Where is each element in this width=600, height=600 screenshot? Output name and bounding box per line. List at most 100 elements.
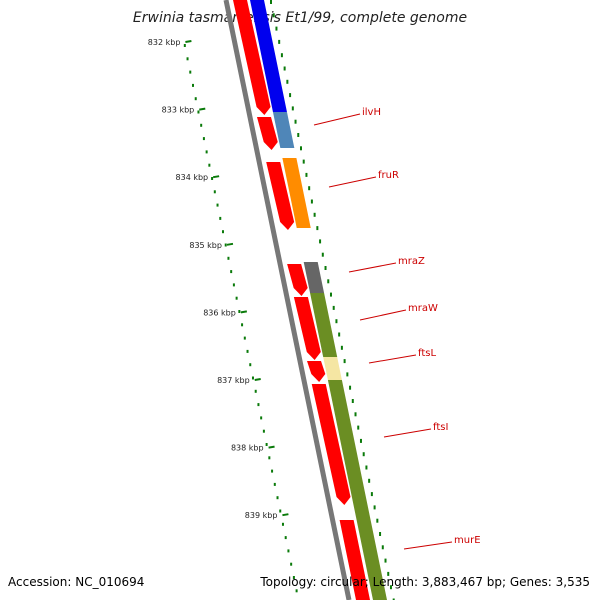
cog-segment-olive [310, 293, 338, 357]
cog-tick [376, 518, 379, 523]
cog-tick [283, 66, 286, 71]
ruler-tick [199, 107, 206, 111]
gene-label-line [348, 262, 397, 273]
gene-label-ilvH: ilvH [362, 107, 381, 118]
gene-label-ftsI: ftsI [433, 422, 448, 433]
ruler-tick [254, 378, 261, 381]
accession-text: Accession: NC_010694 [8, 575, 144, 589]
ruler-dot [227, 256, 230, 260]
cog-tick [294, 119, 297, 124]
cog-tick [327, 279, 330, 284]
ruler-dot [260, 416, 263, 420]
gene-label-line [403, 541, 453, 550]
cog-segment-blue [250, 0, 287, 112]
gene-label-line [383, 428, 432, 438]
cog-tick [299, 146, 302, 151]
cog-segment-orange [282, 158, 311, 228]
genome-summary-text: Topology: circular; Length: 3,883,467 bp… [259, 575, 590, 589]
cog-tick [280, 53, 283, 58]
ruler-dot [213, 190, 216, 194]
cog-segment-gray [303, 262, 325, 293]
cog-tick [335, 319, 338, 324]
ruler-dot [219, 216, 222, 220]
cog-tick [291, 106, 294, 111]
ruler-tick-label: 837 kbp [217, 376, 250, 385]
ruler-dots [183, 44, 298, 593]
cds-track [233, 0, 370, 600]
ruler-dot [241, 323, 244, 327]
ruler-dot [221, 230, 224, 234]
ruler-dot [200, 123, 203, 127]
cds-arrow [311, 384, 351, 505]
cog-tick [270, 0, 272, 4]
ruler-dot [183, 44, 186, 47]
ruler-dot [189, 70, 192, 74]
ruler-dot [202, 137, 205, 141]
gene-label-murE: murE [454, 535, 481, 546]
ruler-dot [271, 469, 274, 473]
gene-label-mraZ: mraZ [398, 256, 425, 267]
ruler-dot [287, 549, 290, 553]
ruler-tick-label: 838 kbp [231, 444, 264, 453]
ruler-dot [194, 97, 197, 101]
ruler-tick-label: 833 kbp [162, 106, 195, 115]
cds-arrow [307, 361, 326, 382]
cog-tick [310, 199, 313, 204]
cds-arrow [293, 297, 321, 360]
cog-tick [308, 186, 311, 191]
cog-tick [340, 345, 343, 350]
ruler-tick-label: 835 kbp [189, 241, 222, 250]
ruler-dot [208, 163, 211, 167]
cog-tick [289, 93, 292, 98]
cog-tick [278, 39, 281, 44]
ruler-dot [191, 83, 194, 87]
cog-tick [349, 385, 352, 390]
gene-label-line [328, 176, 377, 188]
cds-arrow [256, 117, 278, 150]
ruler-dot [279, 509, 282, 513]
cog-segment-khaki [323, 357, 342, 380]
ruler-dot [268, 456, 271, 460]
ruler-tick-label: 836 kbp [203, 308, 236, 317]
cog-tick [346, 372, 349, 377]
cog-tick [351, 399, 354, 403]
cog-tick [319, 239, 322, 244]
ruler-dot [251, 376, 254, 380]
ruler-tick-label: 832 kbp [148, 38, 181, 47]
ruler-dot [276, 496, 279, 500]
ruler-dot [197, 110, 200, 114]
cog-tick [373, 505, 376, 510]
cog-tick [359, 438, 362, 443]
cog-tick [321, 252, 324, 257]
cog-tick [272, 13, 275, 18]
cog-tick [302, 159, 305, 164]
ruler-dot [230, 270, 233, 274]
ruler-dot [257, 403, 260, 407]
ruler-dot [243, 336, 246, 340]
cog-tick [316, 226, 319, 231]
cds-arrow [233, 0, 271, 115]
ruler: 832 kbp 833 kbp 834 kbp 835 kbp 836 kbp 837 k… [148, 38, 289, 520]
ruler-dot [216, 203, 219, 207]
gene-label-line [359, 309, 407, 321]
cog-tick [324, 266, 327, 270]
cog-tick [338, 332, 341, 337]
ruler-dot [235, 296, 238, 300]
title-suffix: , complete genome [331, 10, 467, 26]
ruler-tick [268, 445, 275, 449]
cog-tick [381, 545, 384, 550]
ruler-tick [240, 310, 248, 314]
cog-tick [387, 571, 390, 576]
ruler-dot [224, 243, 227, 247]
ruler-dot [232, 283, 235, 287]
backbone-line [223, 0, 352, 600]
cds-arrow [266, 162, 295, 230]
cog-tick [354, 412, 357, 417]
ruler-tick-label: 834 kbp [176, 173, 209, 182]
ruler-dot [254, 389, 257, 393]
gene-label-line [313, 113, 361, 126]
cog-tick [368, 478, 371, 483]
cog-tick [313, 212, 316, 217]
ruler-dot [295, 589, 298, 593]
